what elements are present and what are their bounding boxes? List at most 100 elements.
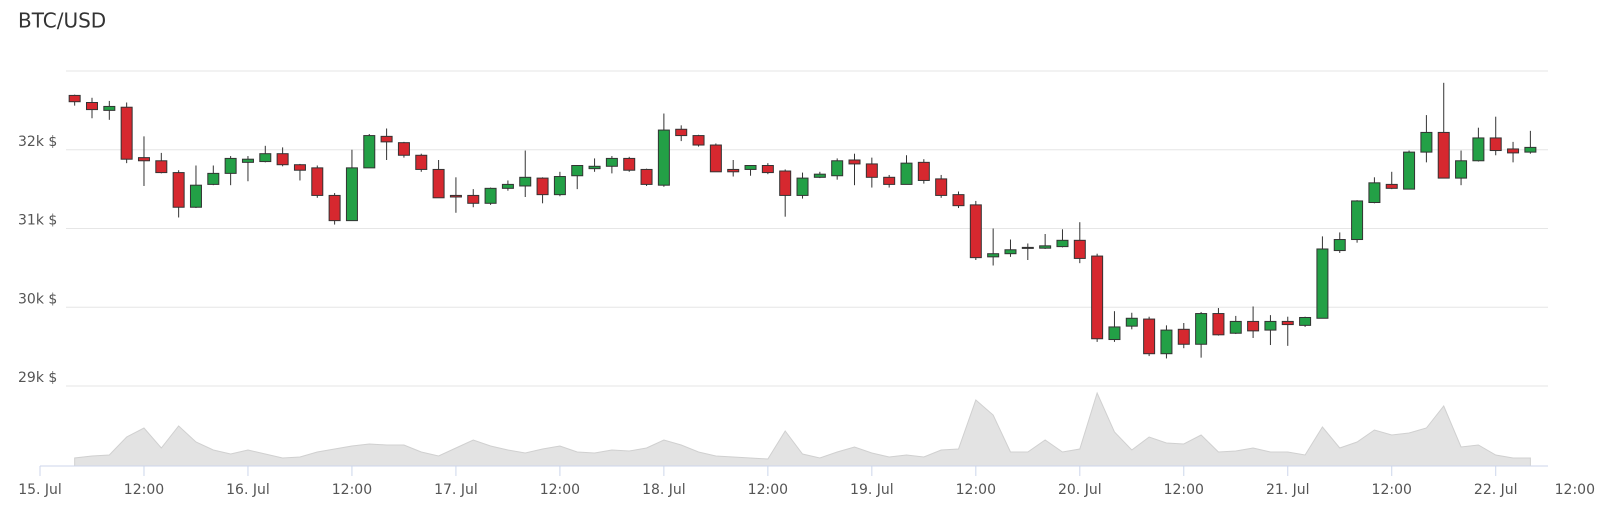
x-tick-label: 12:00 xyxy=(1555,482,1595,498)
candle-body xyxy=(588,165,601,170)
candle-body xyxy=(640,168,653,185)
x-tick-label: 12:00 xyxy=(540,482,580,498)
x-tick-label: 20. Jul xyxy=(1058,482,1102,498)
y-tick-label: 30k $ xyxy=(18,291,57,307)
candle-body xyxy=(189,184,202,208)
candle-body xyxy=(1264,320,1277,331)
candle-body xyxy=(1195,313,1208,345)
volume-area xyxy=(74,391,1531,467)
candle-body xyxy=(103,105,116,111)
candle-body xyxy=(1004,249,1017,255)
x-tick-label: 12:00 xyxy=(1164,482,1204,498)
candle-body xyxy=(519,176,532,187)
candle-body xyxy=(969,204,982,259)
candle-body xyxy=(1524,146,1537,153)
candle-body xyxy=(224,157,237,174)
candle-body xyxy=(1316,248,1329,319)
candle-body xyxy=(865,163,878,178)
candle-body xyxy=(1403,151,1416,190)
candle-body xyxy=(345,167,358,222)
candle-body xyxy=(779,170,792,196)
candle-body xyxy=(917,161,930,181)
candle-body xyxy=(484,187,497,204)
candle-body xyxy=(553,176,566,196)
candle-body xyxy=(241,158,254,163)
candle-body xyxy=(761,165,774,174)
candle-body xyxy=(536,177,549,196)
candle-body xyxy=(1368,182,1381,204)
candle-body xyxy=(848,159,861,165)
x-tick-label: 12:00 xyxy=(1372,482,1412,498)
candle-body xyxy=(1247,320,1260,332)
candle-body xyxy=(987,253,1000,258)
x-tick-label: 12:00 xyxy=(124,482,164,498)
candle-body xyxy=(1281,320,1294,326)
candle-body xyxy=(709,144,722,173)
candle-body xyxy=(1420,131,1433,153)
candle-body xyxy=(1125,317,1138,327)
x-tick-label: 12:00 xyxy=(332,482,372,498)
candle-body xyxy=(675,128,688,137)
x-tick-label: 18. Jul xyxy=(642,482,686,498)
candle-body xyxy=(467,194,480,204)
candle-body xyxy=(1229,320,1242,334)
candle-body xyxy=(1039,245,1052,249)
x-tick-label: 22. Jul xyxy=(1474,482,1518,498)
candle-body xyxy=(657,129,670,186)
x-tick-label: 19. Jul xyxy=(850,482,894,498)
candle-body xyxy=(449,194,462,198)
y-tick-label: 29k $ xyxy=(18,370,57,386)
x-tick-label: 17. Jul xyxy=(434,482,478,498)
candle-body xyxy=(1333,239,1346,252)
candle-body xyxy=(1073,239,1086,259)
candle-body xyxy=(1351,200,1364,241)
x-tick-label: 12:00 xyxy=(956,482,996,498)
candle-body xyxy=(207,172,220,185)
candle-body xyxy=(68,94,81,103)
candle-body xyxy=(137,157,150,162)
candle-body xyxy=(935,178,948,196)
candle-body xyxy=(796,177,809,196)
candle-body xyxy=(120,106,133,160)
candle-body xyxy=(1056,239,1069,248)
candle-body xyxy=(1437,131,1450,179)
candle-body xyxy=(1160,329,1173,355)
x-tick-label: 15. Jul xyxy=(18,482,62,498)
candle-body xyxy=(692,135,705,146)
candle-body xyxy=(605,157,618,167)
candle-body xyxy=(1385,183,1398,189)
candle-body xyxy=(363,135,376,169)
candle-body xyxy=(85,102,98,111)
candle-body xyxy=(1489,137,1502,152)
candle-body xyxy=(155,160,168,174)
candle-body xyxy=(1021,246,1034,249)
candle-body xyxy=(501,183,514,189)
candle-body xyxy=(744,165,757,170)
candle-body xyxy=(1177,328,1190,345)
candle-body xyxy=(293,164,306,171)
candle-body xyxy=(623,157,636,171)
candle-body xyxy=(883,176,896,185)
candle-body xyxy=(1212,313,1225,336)
candle-body xyxy=(1091,255,1104,340)
candle-body xyxy=(813,173,826,178)
y-tick-label: 31k $ xyxy=(18,213,57,229)
candle-body xyxy=(172,172,185,208)
candle-body xyxy=(571,165,584,177)
candle-body xyxy=(900,162,913,185)
candle-body xyxy=(397,142,410,156)
candle-body xyxy=(727,168,740,173)
candle-body xyxy=(328,194,341,222)
x-tick-label: 12:00 xyxy=(748,482,788,498)
x-tick-label: 16. Jul xyxy=(226,482,270,498)
candle-body xyxy=(432,168,445,199)
candle-body xyxy=(831,160,844,177)
candle-body xyxy=(1108,326,1121,341)
candle-body xyxy=(415,154,428,170)
candle-body xyxy=(1472,137,1485,162)
candle-body xyxy=(259,153,272,163)
chart-title: BTC/USD xyxy=(18,9,106,33)
candle-body xyxy=(311,167,324,196)
candle-body xyxy=(1507,148,1520,154)
